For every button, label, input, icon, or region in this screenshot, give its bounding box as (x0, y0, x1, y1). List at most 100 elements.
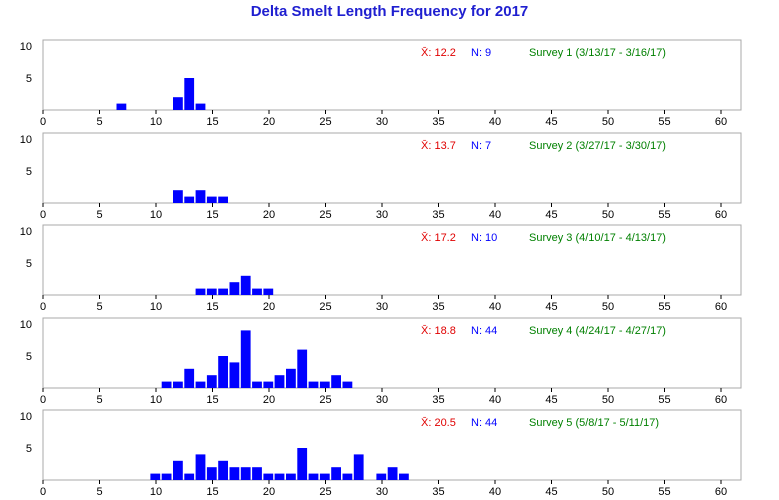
x-tick-label: 25 (319, 301, 331, 313)
x-tick-label: 25 (319, 209, 331, 221)
y-tick-label: 10 (20, 134, 32, 146)
histogram-bar (263, 381, 274, 388)
histogram-bar (173, 97, 183, 110)
histogram-bar (218, 288, 228, 295)
histogram-bar (173, 190, 183, 203)
histogram-bar (184, 368, 195, 388)
x-tick-label: 20 (263, 394, 275, 406)
mean-label: X̄: 17.2 (421, 231, 456, 244)
x-tick-label: 40 (489, 116, 501, 128)
x-tick-label: 25 (319, 486, 331, 498)
x-tick-label: 55 (658, 116, 670, 128)
x-tick-label: 25 (319, 394, 331, 406)
x-tick-label: 40 (489, 486, 501, 498)
x-tick-label: 5 (96, 116, 102, 128)
x-tick-label: 30 (376, 209, 388, 221)
histogram-bar (240, 330, 251, 388)
x-tick-label: 40 (489, 209, 501, 221)
histogram-bar (206, 375, 217, 388)
histogram-bar (387, 467, 398, 480)
x-tick-label: 5 (96, 486, 102, 498)
x-tick-label: 10 (150, 394, 162, 406)
x-tick-label: 15 (206, 209, 218, 221)
x-tick-label: 5 (96, 394, 102, 406)
histogram-bar (218, 460, 228, 480)
histogram-bar (342, 473, 353, 480)
histogram-bar (252, 288, 262, 295)
x-tick-label: 10 (150, 209, 162, 221)
histogram-bar (184, 196, 195, 203)
histogram-bar (399, 473, 409, 480)
histogram-bar (286, 368, 296, 388)
x-tick-label: 30 (376, 301, 388, 313)
histogram-bar (308, 381, 319, 388)
x-tick-label: 0 (40, 116, 46, 128)
histogram-bar (240, 467, 251, 480)
survey-label: Survey 2 (3/27/17 - 3/30/17) (529, 140, 666, 152)
histogram-bar (319, 381, 330, 388)
x-tick-label: 45 (545, 486, 557, 498)
survey-label: Survey 5 (5/8/17 - 5/11/17) (529, 417, 659, 429)
x-tick-label: 50 (602, 301, 614, 313)
x-tick-label: 60 (715, 209, 727, 221)
x-tick-label: 35 (432, 486, 444, 498)
mean-label: X̄: 13.7 (421, 139, 456, 152)
x-tick-label: 15 (206, 301, 218, 313)
x-tick-label: 55 (658, 394, 670, 406)
plot-frame-1 (42, 39, 742, 111)
x-tick-label: 35 (432, 209, 444, 221)
y-tick-label: 5 (26, 166, 32, 178)
mean-label: X̄: 12.2 (421, 46, 456, 59)
x-tick-label: 25 (319, 116, 331, 128)
histogram-bar (173, 460, 183, 480)
histogram-bar (240, 275, 251, 295)
n-label: N: 9 (471, 47, 491, 59)
histogram-bar (161, 473, 172, 480)
x-tick-label: 0 (40, 486, 46, 498)
histogram-bar (195, 103, 206, 110)
x-tick-label: 20 (263, 486, 275, 498)
histogram-bar (218, 356, 228, 388)
x-tick-label: 60 (715, 116, 727, 128)
x-tick-label: 10 (150, 301, 162, 313)
x-tick-label: 10 (150, 116, 162, 128)
histogram-bar (195, 454, 206, 480)
histogram-bar (263, 473, 274, 480)
histogram-bar (229, 467, 240, 480)
chart-title: Delta Smelt Length Frequency for 2017 (250, 3, 529, 20)
x-tick-label: 45 (545, 209, 557, 221)
histogram-bar (286, 473, 296, 480)
y-tick-label: 10 (20, 411, 32, 423)
histogram-bar (376, 473, 387, 480)
x-tick-label: 30 (376, 116, 388, 128)
x-tick-label: 60 (715, 394, 727, 406)
x-tick-label: 60 (715, 301, 727, 313)
histogram-bar (206, 467, 217, 480)
x-tick-label: 45 (545, 301, 557, 313)
x-tick-label: 55 (658, 209, 670, 221)
survey-label: Survey 4 (4/24/17 - 4/27/17) (529, 325, 666, 337)
histogram-bar (263, 288, 274, 295)
histogram-bar (274, 375, 285, 388)
x-tick-label: 35 (432, 301, 444, 313)
y-tick-label: 10 (20, 226, 32, 238)
histogram-bar (218, 196, 228, 203)
x-tick-label: 0 (40, 394, 46, 406)
histogram-bar (161, 381, 172, 388)
histogram-bar (274, 473, 285, 480)
histogram-bar (206, 288, 217, 295)
x-tick-label: 50 (602, 209, 614, 221)
x-tick-label: 60 (715, 486, 727, 498)
x-tick-label: 0 (40, 209, 46, 221)
x-tick-label: 40 (489, 394, 501, 406)
n-label: N: 44 (471, 325, 497, 337)
histogram-bar (297, 448, 308, 480)
histogram-bar (331, 467, 341, 480)
histogram-bar (319, 473, 330, 480)
mean-label: X̄: 20.5 (421, 416, 456, 429)
x-tick-label: 40 (489, 301, 501, 313)
x-tick-label: 10 (150, 486, 162, 498)
x-tick-label: 55 (658, 301, 670, 313)
x-tick-label: 35 (432, 394, 444, 406)
y-tick-label: 5 (26, 351, 32, 363)
